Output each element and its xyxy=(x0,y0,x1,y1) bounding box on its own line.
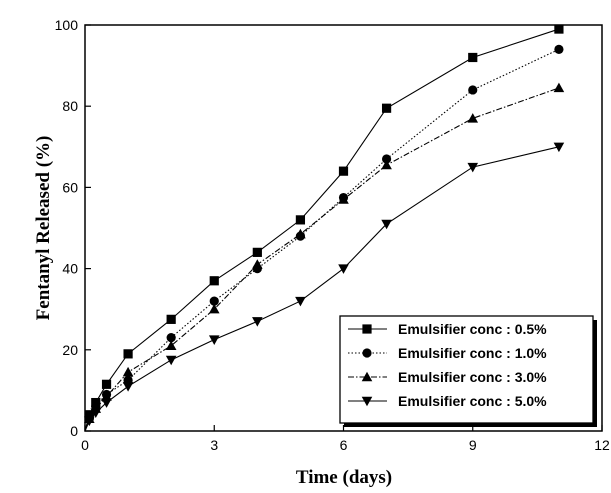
data-point xyxy=(295,215,306,225)
data-point xyxy=(381,219,392,230)
data-point xyxy=(209,276,219,286)
legend: Emulsifier conc : 0.5% Emulsifier conc : … xyxy=(339,315,597,427)
y-axis-title: Fentanyl Released (%) xyxy=(33,136,54,321)
data-point xyxy=(84,416,95,427)
data-point xyxy=(381,103,392,113)
data-point xyxy=(101,391,112,401)
data-point xyxy=(381,154,392,164)
legend-marker-4 xyxy=(361,396,373,407)
x-axis-title: Time (days) xyxy=(296,467,392,488)
legend-box xyxy=(339,315,594,424)
data-point xyxy=(554,24,564,34)
y-tick-label: 40 xyxy=(62,261,78,277)
y-tick-label: 100 xyxy=(55,17,79,33)
data-point xyxy=(166,314,176,324)
data-point xyxy=(338,194,349,204)
data-point xyxy=(295,228,306,239)
data-point xyxy=(252,247,262,257)
data-point xyxy=(553,82,565,93)
data-point xyxy=(208,303,220,314)
data-point xyxy=(90,408,102,419)
data-point xyxy=(467,113,479,123)
legend-label-3: Emulsifier conc : 3.0% xyxy=(398,369,547,385)
data-point xyxy=(468,85,478,95)
data-point xyxy=(381,159,392,170)
data-point xyxy=(338,166,349,176)
x-tick-label: 0 xyxy=(81,437,89,453)
legend-label-1: Emulsifier conc : 0.5% xyxy=(398,321,547,337)
x-tick-label: 12 xyxy=(594,437,610,453)
data-point xyxy=(123,349,133,359)
y-tick-label: 60 xyxy=(62,179,78,195)
data-point xyxy=(252,259,263,269)
data-point xyxy=(295,296,306,307)
data-point xyxy=(553,142,565,153)
data-point xyxy=(166,333,176,343)
legend-label-4: Emulsifier conc : 5.0% xyxy=(398,393,547,409)
data-point xyxy=(122,366,134,377)
x-tick-label: 3 xyxy=(210,437,218,453)
series-markers xyxy=(84,24,565,427)
y-tick-label: 0 xyxy=(70,423,78,439)
data-point xyxy=(252,317,263,327)
y-tick-label: 20 xyxy=(62,342,78,358)
data-point xyxy=(554,44,564,54)
legend-marker-3 xyxy=(361,371,373,382)
data-point xyxy=(208,335,220,345)
legend-marker-1 xyxy=(362,324,372,334)
data-point xyxy=(467,162,479,173)
x-tick-label: 9 xyxy=(469,437,477,453)
y-tick-label: 80 xyxy=(62,98,78,114)
data-point xyxy=(165,355,177,366)
x-tick-label: 6 xyxy=(340,437,348,453)
legend-marker-2 xyxy=(362,348,372,358)
axis-ticks: 0 3 6 9 12 0 20 40 60 80 100 xyxy=(55,17,610,453)
legend-label-2: Emulsifier conc : 1.0% xyxy=(398,345,547,361)
data-point xyxy=(122,382,134,392)
data-point xyxy=(165,340,177,350)
data-point xyxy=(338,264,349,274)
data-point xyxy=(209,296,219,306)
data-point xyxy=(468,52,478,63)
data-point xyxy=(101,379,112,389)
data-point xyxy=(101,398,112,408)
